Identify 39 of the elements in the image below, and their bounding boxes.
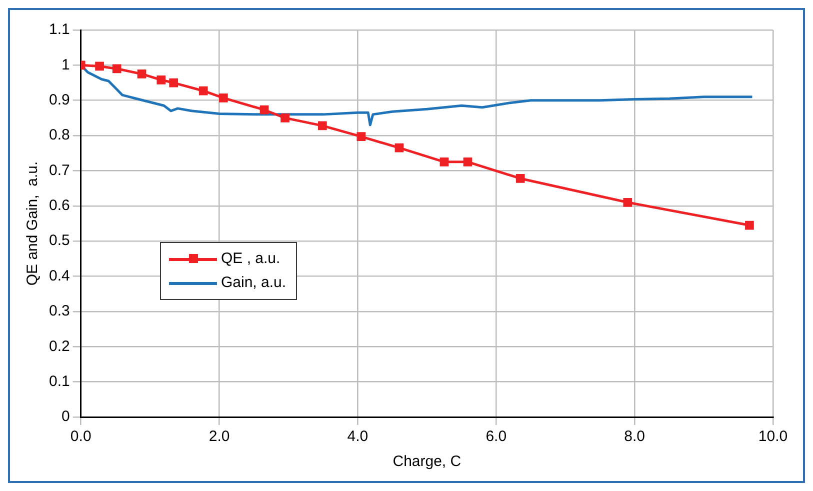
x-tick-label: 2.0 <box>208 428 230 446</box>
point <box>745 220 754 230</box>
point <box>137 70 146 78</box>
y-tick-label: 0.4 <box>48 267 70 284</box>
x-tick-label: 0.0 <box>70 428 92 446</box>
point <box>95 62 104 71</box>
point <box>394 143 404 152</box>
x-tick-label: 10.0 <box>758 428 788 446</box>
point <box>280 114 290 122</box>
point <box>260 105 269 114</box>
legend-label: QE , a.u. <box>221 249 280 269</box>
y-tick-label: 0.8 <box>48 126 70 144</box>
y-tick-label: 1 <box>62 56 70 74</box>
x-tick-label: 6.0 <box>486 428 507 446</box>
point <box>623 198 632 207</box>
y-tick-label: 0.1 <box>48 372 70 390</box>
y-tick-label: 1.1 <box>48 21 70 38</box>
point <box>356 132 366 142</box>
y-tick-label: 0.6 <box>48 197 70 214</box>
x-axis-title: Charge, C <box>392 453 462 470</box>
point <box>156 76 166 84</box>
y-axis-title: QE and Gain, a.u. <box>24 161 42 286</box>
y-tick-label: 0.9 <box>48 92 70 109</box>
point <box>463 158 472 166</box>
y-tick-label: 0 <box>62 408 70 426</box>
y-tick-label: 0.5 <box>48 232 70 250</box>
x-tick-label: 4.0 <box>347 428 368 446</box>
point <box>169 78 178 88</box>
point <box>219 93 228 102</box>
point <box>198 86 208 96</box>
y-tick-label: 0.2 <box>48 338 70 355</box>
point <box>318 121 327 130</box>
y-tick-label: 0.3 <box>48 302 70 320</box>
x-tick-label: 8.0 <box>624 428 645 446</box>
legend-label: Gain, a.u. <box>221 273 286 293</box>
point <box>440 158 449 166</box>
point <box>516 174 525 183</box>
y-tick-label: 0.7 <box>48 162 70 179</box>
point <box>112 64 122 74</box>
